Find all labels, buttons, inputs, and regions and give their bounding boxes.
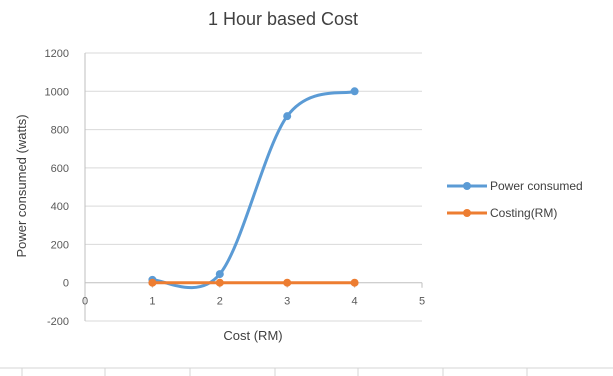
x-tick-label: 1	[149, 296, 155, 308]
y-tick-label: 400	[51, 201, 69, 213]
legend-swatch-marker	[463, 182, 471, 190]
legend-label: Costing(RM)	[490, 206, 557, 220]
data-point	[215, 278, 224, 287]
data-point	[350, 87, 359, 96]
y-tick-label: 200	[51, 239, 69, 251]
x-tick-label: 5	[419, 296, 425, 308]
y-tick-label: 800	[51, 125, 69, 137]
x-tick-label: 3	[284, 296, 290, 308]
y-tick-label: 0	[63, 278, 69, 290]
series-line-0	[150, 89, 357, 290]
legend-swatch-marker	[463, 209, 471, 217]
y-tick-label: -200	[47, 316, 69, 328]
chart-title: 1 Hour based Cost	[208, 9, 358, 29]
x-tick-label: 0	[82, 296, 88, 308]
y-axis-title: Power consumed (watts)	[14, 114, 29, 257]
data-point	[215, 270, 224, 279]
legend: Power consumed Costing(RM)	[447, 179, 583, 220]
legend-label: Power consumed	[490, 179, 583, 193]
axes: -200 0 200 400 600 800 1000 1200 0 1 2 3 4 5	[45, 48, 426, 328]
data-point	[283, 278, 292, 287]
y-tick-label: 600	[51, 163, 69, 175]
x-tick-label: 2	[217, 296, 223, 308]
data-point	[148, 278, 157, 287]
y-tick-label: 1000	[45, 86, 69, 98]
series-layer	[148, 87, 359, 290]
x-tick-label: 4	[352, 296, 358, 308]
data-point	[350, 278, 359, 287]
gridlines	[85, 52, 422, 322]
y-tick-label: 1200	[45, 48, 69, 60]
x-axis-title: Cost (RM)	[223, 328, 282, 343]
sheet-gridlines	[0, 367, 613, 376]
data-point	[283, 112, 292, 121]
